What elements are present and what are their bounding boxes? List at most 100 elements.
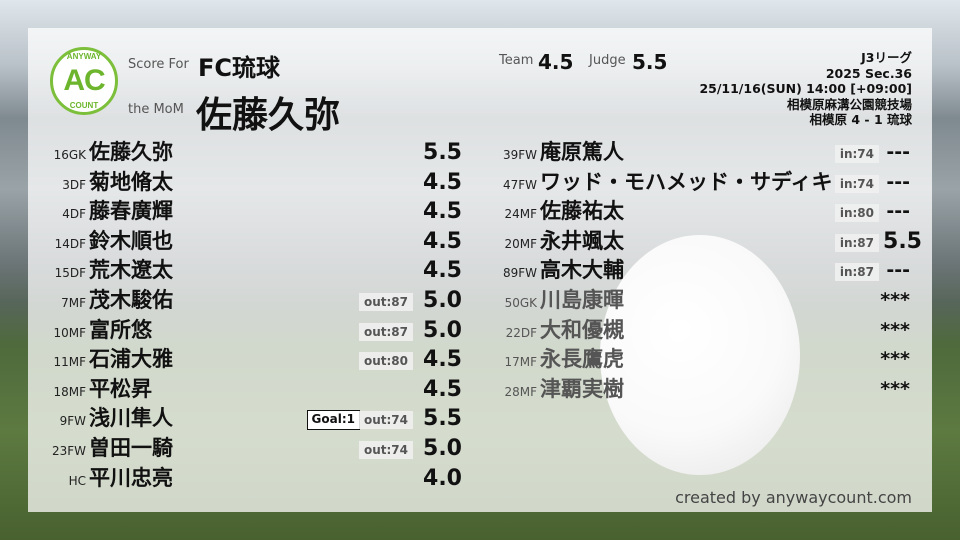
player-rating: 4.5: [423, 169, 462, 195]
player-rating: 4.5: [423, 347, 462, 373]
player-name: 佐藤祐太: [540, 199, 624, 224]
player-number-position: 11MF: [53, 355, 86, 370]
position-cell: 7MF: [30, 286, 86, 315]
player-name: 藤春廣輝: [89, 199, 173, 224]
player-row: 15DF 荒木遼太 4.5: [30, 256, 462, 285]
anywaycount-logo: ANYWAY AC COUNT: [50, 47, 118, 115]
player-name: 鈴木順也: [89, 228, 173, 253]
player-name: 津覇実樹: [540, 376, 624, 401]
player-number-position: 17MF: [504, 355, 537, 370]
substitution-badge: in:87: [834, 263, 879, 282]
team-label: Team: [499, 53, 534, 68]
position-cell: 39FW: [480, 138, 537, 167]
position-cell: 16GK: [30, 138, 86, 167]
player-rating: 4.5: [423, 258, 462, 284]
player-rating: ---: [886, 200, 910, 223]
player-name: 大和優槻: [540, 317, 624, 342]
player-name: 富所悠: [89, 317, 152, 342]
player-name: 浅川隼人: [89, 406, 173, 431]
player-name: 菊地脩太: [89, 169, 173, 194]
substitution-badge: in:80: [834, 204, 879, 223]
player-number-position: 9FW: [59, 414, 86, 429]
player-rating: 5.0: [423, 288, 462, 313]
position-cell: 23FW: [30, 434, 86, 463]
substitution-badge: out:74: [358, 411, 413, 430]
player-row: 7MF 茂木駿佑 out:87 5.0: [30, 286, 462, 315]
venue: 相模原麻溝公園競技場: [786, 96, 912, 112]
player-row: 50GK 川島康暉 ***: [480, 286, 922, 315]
player-rating: ***: [880, 348, 910, 371]
player-rating: 5.5: [423, 140, 462, 165]
player-rating: 4.0: [423, 465, 462, 491]
player-row: 18MF 平松昇 4.5: [30, 375, 462, 404]
team-score: 4.5: [538, 50, 574, 74]
player-row: 16GK 佐藤久弥 5.5: [30, 138, 462, 167]
player-number-position: 50GK: [504, 296, 537, 310]
position-cell: 4DF: [30, 197, 86, 226]
position-cell: 14DF: [30, 227, 86, 256]
player-name: 平松昇: [89, 376, 152, 401]
position-cell: 10MF: [30, 316, 86, 345]
position-cell: 17MF: [480, 345, 537, 374]
player-name: 荒木遼太: [89, 258, 173, 283]
substitution-badge: in:74: [834, 174, 879, 193]
player-row: 24MF 佐藤祐太 in:80 ---: [480, 197, 922, 226]
player-row: HC 平川忠亮 4.0: [30, 464, 462, 493]
player-name: 平川忠亮: [89, 465, 173, 490]
player-rating: 4.5: [423, 376, 462, 402]
player-number-position: 28MF: [504, 384, 537, 399]
player-row: 47FW ワッド・モハメッド・サディキ in:74 ---: [480, 168, 922, 197]
substitution-badge: out:87: [358, 293, 413, 311]
player-number-position: 3DF: [62, 177, 86, 192]
player-name: 曽田一騎: [89, 436, 173, 460]
player-rating: 4.5: [423, 228, 462, 254]
mom-label: the MoM: [128, 102, 184, 117]
player-row: 20MF 永井颯太 in:87 5.5: [480, 227, 922, 256]
player-number-position: 18MF: [53, 384, 86, 399]
player-number-position: 22DF: [505, 325, 537, 340]
player-row: 28MF 津覇実樹 ***: [480, 375, 922, 404]
player-rating: ***: [880, 318, 910, 341]
player-rating: 5.0: [423, 436, 462, 461]
substitution-badge: in:87: [834, 233, 879, 252]
player-number-position: 39FW: [502, 148, 537, 162]
logo-text-ac: AC: [63, 64, 105, 97]
player-name: 永井颯太: [540, 228, 624, 253]
player-rating: ---: [886, 170, 910, 193]
player-number-position: HC: [68, 473, 86, 488]
match-result: 相模原 4 - 1 琉球: [809, 112, 913, 127]
player-rating: ---: [886, 141, 910, 163]
logo-text-top: ANYWAY: [66, 52, 102, 61]
player-name: 佐藤久弥: [89, 140, 173, 164]
player-number-position: 16GK: [53, 148, 86, 162]
position-cell: 24MF: [480, 197, 537, 226]
player-row: 14DF 鈴木順也 4.5: [30, 227, 462, 256]
player-rating: ***: [880, 377, 910, 400]
league: J3リーグ: [861, 50, 912, 65]
position-cell: 28MF: [480, 375, 537, 404]
position-cell: 18MF: [30, 375, 86, 404]
player-number-position: 7MF: [61, 296, 86, 310]
player-row: 39FW 庵原篤人 in:74 ---: [480, 138, 922, 167]
player-row: 17MF 永長鷹虎 ***: [480, 345, 922, 374]
position-cell: 11MF: [30, 345, 86, 374]
player-number-position: 89FW: [502, 266, 537, 281]
player-rating: ***: [880, 289, 910, 311]
position-cell: 47FW: [480, 168, 537, 197]
club-name: FC琉球: [198, 54, 281, 82]
substitution-badge: out:74: [358, 441, 413, 459]
player-row: 10MF 富所悠 out:87 5.0: [30, 316, 462, 345]
player-row: 23FW 曽田一騎 out:74 5.0: [30, 434, 462, 463]
player-number-position: 47FW: [502, 177, 537, 192]
player-name: 庵原篤人: [540, 140, 624, 164]
player-name: 茂木駿佑: [89, 288, 173, 312]
player-row: 4DF 藤春廣輝 4.5: [30, 197, 462, 226]
match-info: J3リーグ 2025 Sec.36 25/11/16(SUN) 14:00 [+…: [699, 50, 912, 128]
substitution-badge: out:80: [358, 352, 413, 371]
player-row: 9FW 浅川隼人 Goal:1 out:74 5.5: [30, 404, 462, 433]
player-rating: 5.5: [883, 228, 922, 254]
player-rating: ---: [886, 259, 910, 282]
player-number-position: 20MF: [504, 236, 537, 251]
player-name: 永長鷹虎: [540, 347, 624, 372]
logo-text-bottom: COUNT: [69, 101, 99, 110]
